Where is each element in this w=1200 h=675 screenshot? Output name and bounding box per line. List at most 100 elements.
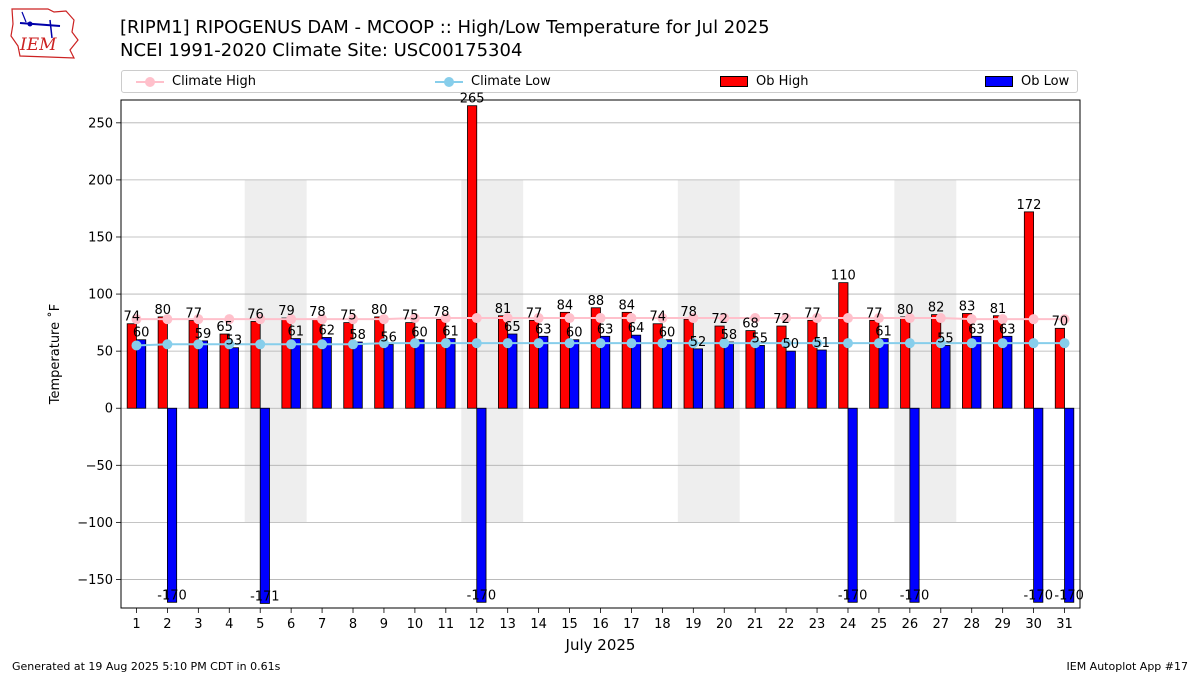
climate-high-point: [471, 313, 482, 324]
ob-low-bar: [197, 340, 209, 409]
x-tick-label: 12: [468, 617, 485, 632]
ob-low-bar: [878, 338, 889, 409]
climate-high-point: [719, 313, 730, 324]
ob-low-label: -170: [1023, 588, 1053, 603]
climate-low-point: [657, 338, 668, 349]
ob-low-label: 63: [999, 322, 1016, 337]
ob-high-bar: [1023, 211, 1034, 409]
y-axis-label: Temperature ˚F: [47, 304, 63, 405]
climate-high-point: [781, 313, 792, 324]
x-tick-label: 1: [132, 617, 140, 632]
ob-high-label: 76: [247, 307, 264, 322]
climate-low-point: [626, 338, 637, 349]
footer-app: IEM Autoplot App #17: [1066, 660, 1189, 673]
climate-high-point: [317, 314, 328, 325]
ob-low-bar: [940, 345, 951, 409]
x-tick-label: 19: [685, 617, 702, 632]
x-tick-label: 8: [349, 617, 357, 632]
legend-item-ob-low: Ob Low: [985, 71, 1069, 92]
ob-low-label: 63: [535, 322, 552, 337]
ob-low-bar: [631, 334, 642, 409]
legend-item-climate-low: Climate Low: [435, 71, 551, 92]
climate-high-point: [997, 314, 1008, 325]
climate-high-point: [348, 314, 359, 325]
ob-low-bar: [909, 407, 920, 603]
ob-high-label: 75: [402, 309, 419, 324]
ob-low-label: 63: [597, 322, 614, 337]
climate-low-point: [997, 338, 1008, 349]
climate-high-point: [502, 313, 513, 324]
ob-low-bar: [816, 349, 827, 409]
ob-high-label: 77: [866, 306, 883, 321]
climate-high-point: [1059, 314, 1070, 325]
ob-low-bar: [538, 335, 549, 409]
climate-low-point: [255, 339, 266, 350]
ob-high-bar: [467, 105, 478, 409]
ob-high-bar: [807, 319, 818, 409]
ob-low-bar: [383, 343, 394, 409]
climate-low-point: [131, 340, 142, 351]
climate-high-point: [812, 313, 823, 324]
ob-low-bar: [847, 407, 858, 603]
climate-low-point: [533, 338, 544, 349]
x-tick-label: 3: [194, 617, 202, 632]
climate-high-point: [409, 313, 420, 324]
x-tick-label: 6: [287, 617, 295, 632]
ob-high-bar: [1054, 327, 1065, 409]
climate-high-point: [378, 314, 389, 325]
ob-low-label: 60: [411, 326, 428, 341]
ob-low-bar: [290, 338, 301, 409]
climate-low-legend-icon: [435, 76, 463, 88]
climate-low-point: [471, 338, 482, 349]
ob-low-bar: [661, 339, 673, 409]
climate-high-point: [564, 313, 575, 324]
ob-low-bar: [723, 341, 734, 409]
x-tick-label: 27: [933, 617, 950, 632]
climate-low-point: [286, 339, 297, 350]
climate-high-point: [595, 313, 606, 324]
ob-high-label: 265: [460, 92, 485, 107]
climate-low-point: [595, 338, 606, 349]
y-tick-label: −50: [86, 459, 113, 474]
ob-low-bar: [476, 407, 487, 603]
ob-high-label: 80: [897, 303, 914, 318]
x-tick-label: 13: [499, 617, 516, 632]
y-tick-label: 250: [88, 116, 113, 131]
x-tick-label: 16: [592, 617, 609, 632]
ob-low-bar: [167, 407, 178, 603]
ob-high-label: 77: [804, 306, 821, 321]
ob-high-legend-icon: [720, 75, 748, 88]
ob-low-label: -170: [900, 588, 930, 603]
legend-label-ob-low: Ob Low: [1021, 74, 1070, 89]
climate-high-point: [873, 313, 884, 324]
y-tick-label: 200: [88, 173, 113, 188]
ob-high-label: 80: [371, 303, 388, 318]
x-tick-label: 18: [654, 617, 671, 632]
ob-low-label: 58: [349, 328, 366, 343]
ob-high-label: 82: [928, 301, 945, 316]
ob-low-label: 65: [504, 320, 521, 335]
ob-low-bar: [569, 339, 580, 409]
climate-low-point: [781, 338, 792, 349]
legend-label-climate-high: Climate High: [172, 74, 257, 89]
ob-high-label: 81: [990, 302, 1007, 317]
ob-low-bar: [754, 345, 765, 409]
x-axis-label: July 2025: [565, 636, 636, 654]
ob-high-label: 74: [649, 310, 666, 325]
climate-low-point: [688, 338, 699, 349]
ob-low-bar: [445, 338, 456, 409]
climate-high-point: [1028, 314, 1039, 325]
x-tick-label: 29: [994, 617, 1011, 632]
climate-high-point: [904, 313, 915, 324]
ob-high-bar: [683, 318, 694, 409]
y-tick-label: 150: [88, 230, 113, 245]
ob-low-bar: [136, 339, 147, 409]
climate-low-point: [162, 339, 173, 350]
climate-high-point: [688, 313, 699, 324]
x-tick-label: 20: [716, 617, 733, 632]
ob-high-label: 172: [1017, 198, 1042, 213]
climate-high-point: [224, 314, 235, 325]
climate-low-point: [1028, 338, 1039, 349]
ob-high-label: 68: [742, 317, 759, 332]
